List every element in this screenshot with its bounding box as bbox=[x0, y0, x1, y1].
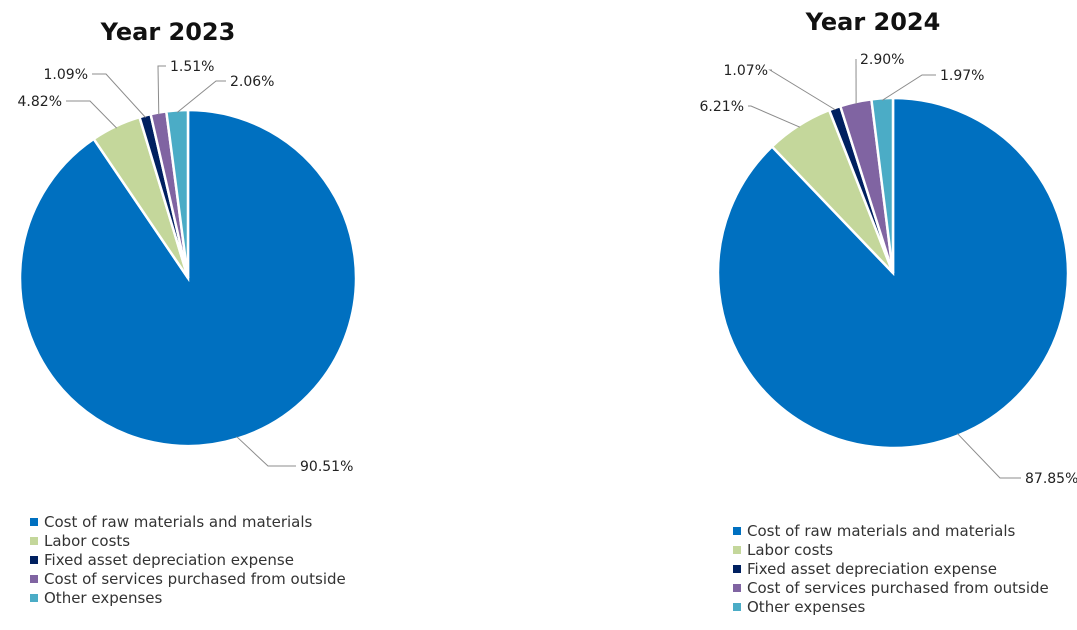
legend-entry: Labor costs bbox=[44, 532, 130, 550]
legend-entry: Cost of services purchased from outside bbox=[44, 570, 346, 588]
data-label: 2.90% bbox=[860, 52, 904, 68]
legend-entry: Other expenses bbox=[44, 589, 163, 607]
chart-title: Year 2023 bbox=[100, 18, 236, 46]
data-label: 1.97% bbox=[940, 68, 984, 84]
leader-line bbox=[176, 80, 226, 113]
leader-line bbox=[157, 65, 166, 115]
data-label: 1.09% bbox=[44, 67, 88, 83]
legend-entry: Cost of raw materials and materials bbox=[44, 513, 313, 531]
data-label: 87.85% bbox=[1025, 471, 1077, 487]
legend-swatch bbox=[30, 537, 38, 545]
data-label: 2.06% bbox=[230, 74, 274, 90]
legend-entry: Fixed asset depreciation expense bbox=[747, 560, 997, 578]
legend-entry: Cost of services purchased from outside bbox=[747, 579, 1049, 597]
pie-slice bbox=[869, 96, 895, 274]
data-label: 6.21% bbox=[700, 99, 744, 115]
legend-entry: Fixed asset depreciation expense bbox=[44, 551, 294, 569]
legend-entry: Labor costs bbox=[747, 541, 833, 559]
legend-swatch bbox=[30, 518, 38, 526]
legend-swatch bbox=[733, 603, 741, 611]
legend-swatch bbox=[30, 594, 38, 602]
data-label: 90.51% bbox=[300, 459, 353, 475]
legend-entry: Other expenses bbox=[747, 598, 866, 616]
pie-chart-1: Year 2023 90.51% 4.82% 1.09% 1.51% 2.06% Cost … bbox=[18, 18, 358, 607]
leader-line bbox=[236, 436, 296, 467]
leader-line bbox=[882, 74, 936, 101]
leader-line bbox=[957, 433, 1021, 479]
legend: Cost of raw materials and materialsLabor… bbox=[30, 513, 346, 607]
leader-line bbox=[92, 73, 146, 118]
leader-line bbox=[66, 100, 118, 129]
pie-chart-2: Year 2024 87.85% 6.21% 1.07% 2.90% 1.97% Cost … bbox=[700, 8, 1077, 616]
chart-title: Year 2024 bbox=[805, 8, 941, 36]
pie-slice bbox=[164, 108, 190, 279]
legend-swatch bbox=[733, 527, 741, 535]
legend-swatch bbox=[30, 575, 38, 583]
legend: Cost of raw materials and materialsLabor… bbox=[733, 522, 1049, 616]
data-label: 1.51% bbox=[170, 59, 214, 75]
legend-swatch bbox=[733, 546, 741, 554]
data-label: 1.07% bbox=[724, 63, 768, 79]
leader-line bbox=[768, 69, 836, 111]
legend-swatch bbox=[733, 565, 741, 573]
legend-entry: Cost of raw materials and materials bbox=[747, 522, 1016, 540]
data-label: 4.82% bbox=[18, 94, 62, 110]
legend-swatch bbox=[30, 556, 38, 564]
leader-line bbox=[748, 105, 801, 128]
legend-swatch bbox=[733, 584, 741, 592]
